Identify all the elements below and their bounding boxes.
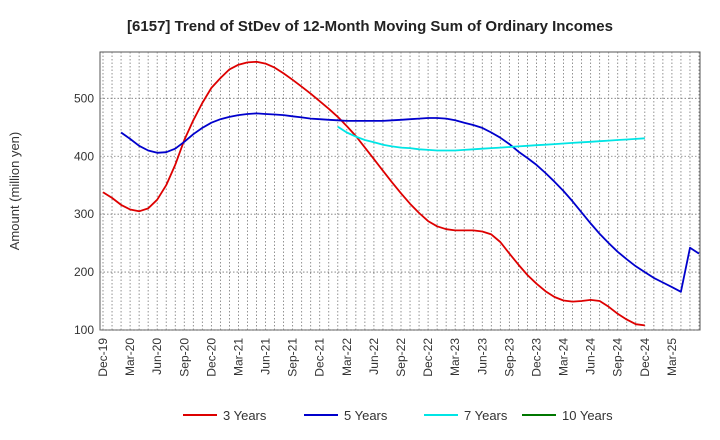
x-tick-label: Jun-20 xyxy=(150,338,164,375)
x-tick-label: Dec-24 xyxy=(638,338,652,377)
x-tick-labels: Dec-19 Mar-20 Jun-20 Sep-20 Dec-20 Mar-21 Jun-… xyxy=(96,338,679,377)
x-tick-label: Dec-20 xyxy=(204,338,218,377)
x-tick-label: Mar-24 xyxy=(557,338,571,376)
x-tick-label: Mar-25 xyxy=(665,338,679,376)
x-tick-label: Mar-20 xyxy=(123,338,137,376)
y-tick-label: 200 xyxy=(74,265,94,279)
x-tick-label: Sep-22 xyxy=(394,338,408,377)
chart-title: [6157] Trend of StDev of 12-Month Moving… xyxy=(127,18,613,35)
x-tick-label: Sep-23 xyxy=(502,338,516,377)
x-tick-label: Dec-21 xyxy=(313,338,327,377)
x-tick-label: Dec-22 xyxy=(421,338,435,377)
x-tick-label: Jun-21 xyxy=(259,338,273,375)
series-layer xyxy=(102,60,700,327)
y-tick-label: 100 xyxy=(74,323,94,337)
y-tick-label: 300 xyxy=(74,207,94,221)
y-tick-labels: 100 200 300 400 500 xyxy=(74,91,94,337)
x-tick-label: Dec-23 xyxy=(529,338,543,377)
x-tick-label: Sep-20 xyxy=(177,338,191,377)
x-tick-label: Mar-21 xyxy=(231,338,245,376)
legend: 3 Years 5 Years 7 Years 10 Years xyxy=(183,408,613,423)
legend-label: 7 Years xyxy=(464,408,508,423)
legend-label: 5 Years xyxy=(344,408,388,423)
legend-label: 10 Years xyxy=(562,408,613,423)
y-tick-label: 500 xyxy=(74,91,94,105)
y-tick-label: 400 xyxy=(74,149,94,163)
x-tick-label: Mar-22 xyxy=(340,338,354,376)
legend-label: 3 Years xyxy=(223,408,267,423)
series-line-2 xyxy=(120,112,700,293)
x-tick-label: Dec-19 xyxy=(96,338,110,377)
x-tick-label: Jun-22 xyxy=(367,338,381,375)
series-line-3 xyxy=(337,125,645,152)
x-tick-label: Sep-21 xyxy=(286,338,300,377)
series-line-1 xyxy=(102,60,645,327)
x-tick-label: Sep-24 xyxy=(611,338,625,377)
x-tick-label: Jun-23 xyxy=(475,338,489,375)
y-axis-label: Amount (million yen) xyxy=(7,132,22,251)
x-tick-label: Jun-24 xyxy=(584,338,598,375)
x-tick-label: Mar-23 xyxy=(448,338,462,376)
